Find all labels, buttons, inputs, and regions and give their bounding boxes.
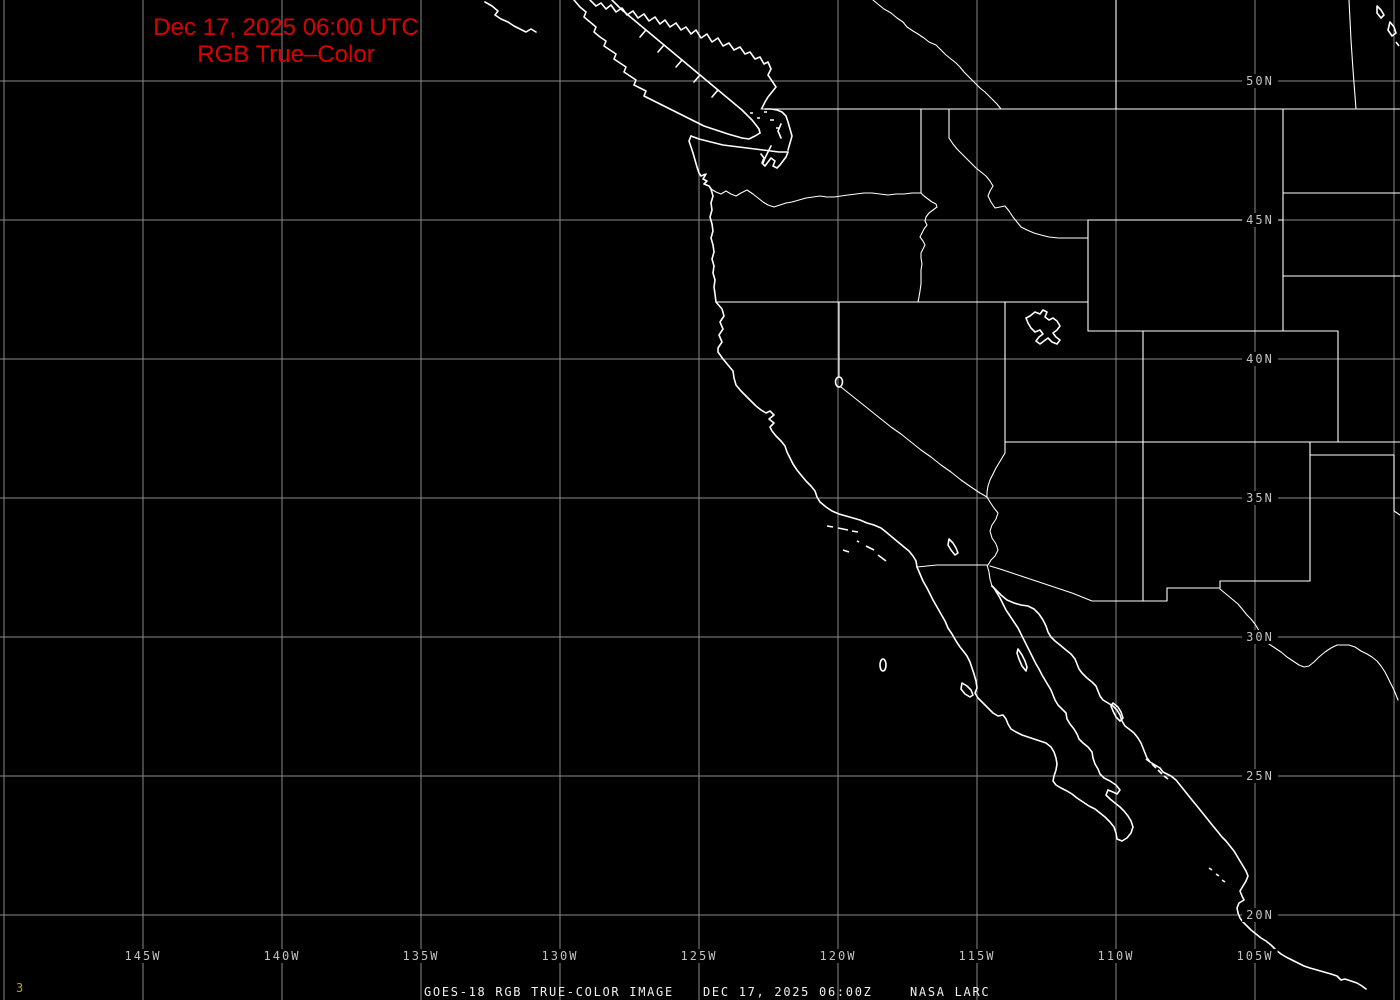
idaho-montana-border: [948, 108, 1089, 239]
oregon-idaho-border: [917, 192, 938, 303]
latitude-label-50n: 50N: [1242, 74, 1278, 88]
longitude-label-140w: 140W: [259, 949, 305, 963]
longitude-label-135w: 135W: [398, 949, 444, 963]
lakes-and-islands: [826, 5, 1400, 883]
latitude-label-25n: 25N: [1242, 769, 1278, 783]
caption-satellite: GOES-18 RGB TRUE-COLOR IMAGE: [424, 985, 674, 999]
frame-number: 3: [16, 981, 24, 995]
longitude-label-145w: 145W: [120, 949, 166, 963]
caption-datetime: DEC 17, 2025 06:00Z: [703, 985, 873, 999]
manitoba-lakes: [1376, 5, 1400, 47]
channel-islands: [826, 525, 887, 562]
california-nevada-border: [838, 301, 999, 566]
nevada-arizona-border: [986, 441, 1006, 498]
sinaloa-barrier-islands: [1145, 758, 1169, 780]
islas-marias: [1208, 867, 1226, 883]
title-block: Dec 17, 2025 06:00 UTC RGB True–Color: [150, 14, 422, 68]
baja-west-coast: [916, 566, 1123, 842]
tiburon-island: [1110, 702, 1124, 722]
longitude-label-120w: 120W: [815, 949, 861, 963]
washington-coast: [688, 135, 712, 190]
oregon-california-coast: [709, 188, 918, 568]
caption-credit: NASA LARC: [910, 985, 991, 999]
lake-tahoe: [834, 376, 844, 388]
strait-of-juan-de-fuca-coast: [690, 135, 789, 153]
political-borders: [710, 0, 1400, 701]
guadalupe-island: [879, 658, 887, 672]
oklahoma-texas-border: [1309, 454, 1400, 516]
vancouver-island-west-coast: [573, 0, 761, 140]
colorado-river-delta: [986, 564, 993, 587]
great-salt-lake: [1025, 309, 1061, 345]
latitude-label-30n: 30N: [1242, 630, 1278, 644]
longitude-label-110w: 110W: [1093, 949, 1139, 963]
haida-gwaii-coast: [484, 1, 537, 33]
vancouver-island-inlets: [639, 29, 719, 98]
title-product: RGB True–Color: [197, 41, 375, 68]
bc-alberta-border: [872, 0, 1002, 110]
rio-grande-border: [1219, 588, 1399, 701]
san-juan-islands: [750, 111, 779, 129]
latitude-label-20n: 20N: [1242, 908, 1278, 922]
sonora-sinaloa-coast: [991, 585, 1367, 990]
latitude-label-45n: 45N: [1242, 213, 1278, 227]
salton-sea: [947, 538, 959, 556]
latitude-label-35n: 35N: [1242, 491, 1278, 505]
longitude-label-105w: 105W: [1232, 949, 1278, 963]
cedros-island: [960, 682, 974, 698]
columbia-river-border: [710, 188, 922, 208]
title-datetime: Dec 17, 2025 06:00 UTC: [153, 14, 419, 41]
longitude-label-115w: 115W: [954, 949, 1000, 963]
puget-sound-coast: [760, 108, 793, 169]
vancouver-island-east-coast: [611, 0, 761, 134]
longitude-label-130w: 130W: [537, 949, 583, 963]
baja-gulf-coast: [991, 585, 1134, 842]
angel-de-la-guarda-island: [1016, 648, 1028, 672]
bc-mainland-coast: [589, 0, 777, 109]
us-mexico-border-west: [916, 564, 988, 568]
coastlines: [484, 0, 1367, 990]
longitude-label-125w: 125W: [676, 949, 722, 963]
latitude-label-40n: 40N: [1242, 352, 1278, 366]
arizona-sonora-border: [989, 565, 1311, 602]
saskatchewan-manitoba-border: [1348, 0, 1357, 110]
